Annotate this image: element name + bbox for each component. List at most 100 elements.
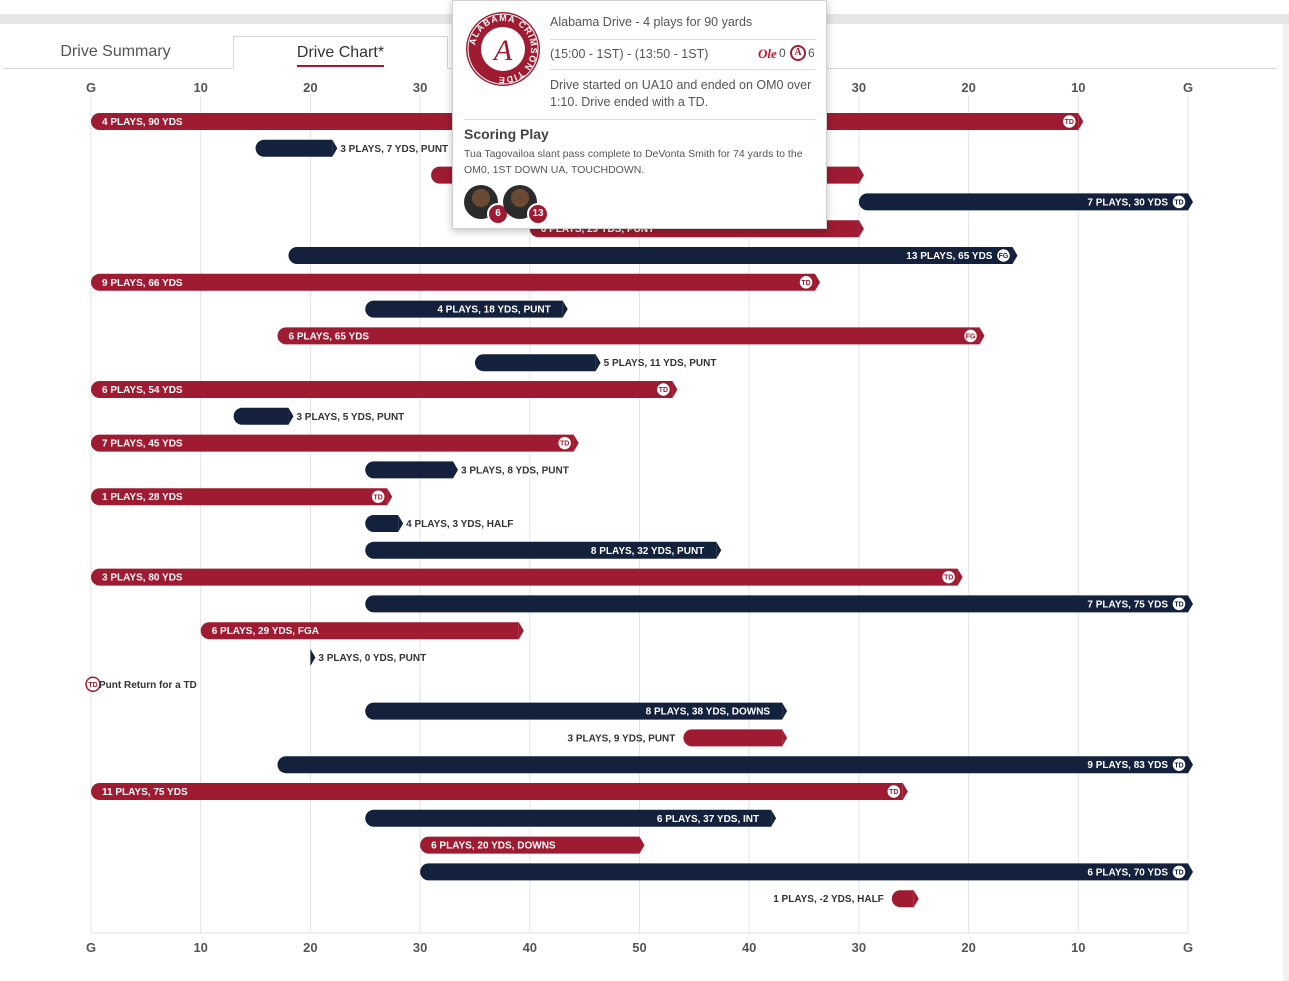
drive-arrow <box>858 166 864 184</box>
drive-bar <box>365 515 399 532</box>
drive-label: 3 PLAYS, 0 YDS, PUNT <box>318 653 426 664</box>
drive-label: 6 PLAYS, 29 YDS, PUNT <box>541 224 654 235</box>
drive-arrow <box>398 515 404 532</box>
result-badge <box>1171 864 1187 880</box>
result-badge-text: TD <box>1174 602 1183 609</box>
drive-tooltip: ALABAMA CRIMSON TIDE A Alabama Drive - 4… <box>452 0 827 229</box>
tooltip-title: Alabama Drive - 4 plays for 90 yards <box>550 15 753 29</box>
drive-label: 4 PLAYS, 3 YDS, HALF <box>406 519 513 530</box>
drive-label: 3 PLAYS, 7 YDS, PUNT <box>340 144 448 155</box>
alabama-logo: ALABAMA CRIMSON TIDE A <box>466 12 540 86</box>
drive-bar <box>420 863 1189 881</box>
drive-arrow <box>913 890 919 908</box>
x-tick-label: G <box>86 940 96 955</box>
result-badge-text: TD <box>1174 200 1183 207</box>
result-badge <box>1061 113 1078 130</box>
drive-arrow <box>1188 595 1193 613</box>
x-tick-label: 20 <box>303 80 317 95</box>
drive-label: 1 PLAYS, -2 YDS, HALF <box>773 894 884 905</box>
alabama-score: 6 <box>808 46 815 60</box>
result-badge-text: TD <box>659 387 668 394</box>
drive-label: 9 PLAYS, 66 YDS <box>102 278 183 289</box>
drive-bar <box>200 622 519 640</box>
drive-label: 6 PLAYS, 65 YDS <box>288 331 369 342</box>
ole-miss-logo: Ole <box>758 46 777 61</box>
player-number-badge: 13 <box>527 203 549 225</box>
tooltip-score: Ole 0 A 6 <box>758 44 820 64</box>
drive-arrow <box>518 622 524 640</box>
drive-arrow <box>771 809 777 827</box>
result-badge-text: FG <box>966 334 976 341</box>
result-badge <box>1171 596 1187 612</box>
drive-label: 7 PLAYS, 75 YDS <box>1087 599 1168 610</box>
x-tick-label: 10 <box>193 80 207 95</box>
x-tick-label: 20 <box>303 940 317 955</box>
x-tick-label: 20 <box>961 940 975 955</box>
result-badge <box>995 247 1012 264</box>
drive-bar <box>365 595 1188 613</box>
drive-label: 3 PLAYS, 5 YDS, PUNT <box>296 412 404 423</box>
drive-label: 3 PLAYS, 9 YDS, PUNT <box>568 733 676 744</box>
result-badge-text: TD <box>801 280 810 287</box>
drive-bar <box>858 193 1188 211</box>
drive-label: 6 PLAYS, 20 YDS, DOWNS <box>431 841 556 852</box>
drive-arrow <box>595 354 601 372</box>
drive-arrow <box>562 300 568 318</box>
drive-label: 8 PLAYS, 38 YDS, DOWNS <box>646 707 771 718</box>
drive-label: 4 PLAYS, 18 YDS, PUNT <box>437 305 550 316</box>
drive-label: 6 PLAYS, 54 YDS <box>102 385 183 396</box>
drive-bar <box>365 541 717 559</box>
drive-label: Punt Return for a TD <box>99 680 197 691</box>
result-badge <box>962 328 979 344</box>
drive-arrow <box>639 836 645 854</box>
drive-arrow <box>1188 193 1193 211</box>
result-badge <box>886 783 902 800</box>
drive-label: 3 PLAYS, 8 YDS, PUNT <box>461 465 569 476</box>
drive-label: 6 PLAYS, 29 YDS, FGA <box>212 626 319 637</box>
drive-bar <box>365 300 563 318</box>
drive-arrow <box>979 327 985 345</box>
drive-arrow <box>573 434 579 452</box>
drive-bar <box>365 702 783 720</box>
x-tick-label: 30 <box>413 80 427 95</box>
tooltip-divider <box>550 69 816 70</box>
drive-arrow <box>288 407 294 425</box>
drive-arrow <box>957 568 963 586</box>
result-badge-text: TD <box>889 789 898 796</box>
alabama-mini-logo: A <box>790 45 806 61</box>
drive-arrow <box>310 649 316 666</box>
drive-label: 8 PLAYS, 32 YDS, PUNT <box>591 546 704 557</box>
result-badge-text: TD <box>944 575 953 582</box>
drive-label: 4 PLAYS, 90 YDS <box>102 117 183 128</box>
x-tick-label: 30 <box>852 940 866 955</box>
tab-drive-summary[interactable]: Drive Summary <box>60 43 171 60</box>
result-badge <box>1171 194 1187 210</box>
result-badge-text: TD <box>1174 870 1183 877</box>
page-edge <box>1283 24 1289 981</box>
result-badge-text: FG <box>999 253 1009 260</box>
x-tick-label: 10 <box>1071 940 1085 955</box>
x-tick-label: 40 <box>742 940 756 955</box>
drive-arrow <box>815 273 821 291</box>
drive-arrow <box>1012 247 1018 264</box>
drive-bar <box>91 381 673 398</box>
result-badge-text: TD <box>88 682 97 689</box>
drive-bar <box>91 568 958 586</box>
tab-drive-chart[interactable]: Drive Chart* <box>233 36 448 69</box>
drive-arrow <box>1188 756 1193 774</box>
drive-bar <box>277 756 1188 774</box>
x-tick-label: 20 <box>961 80 975 95</box>
x-tick-label: G <box>1183 940 1193 955</box>
drive-label: 7 PLAYS, 45 YDS <box>102 439 183 450</box>
drive-arrow <box>902 783 908 800</box>
drive-arrow <box>858 220 864 238</box>
drive-bar <box>891 890 914 908</box>
tab-drive-chart-label: Drive Chart* <box>296 41 385 67</box>
drive-bar <box>233 407 289 425</box>
drive-bar <box>683 729 783 747</box>
drive-bar <box>365 461 454 479</box>
drive-bar <box>91 783 903 800</box>
scoring-play-heading: Scoring Play <box>464 126 549 142</box>
result-badge-text: TD <box>1065 119 1074 126</box>
